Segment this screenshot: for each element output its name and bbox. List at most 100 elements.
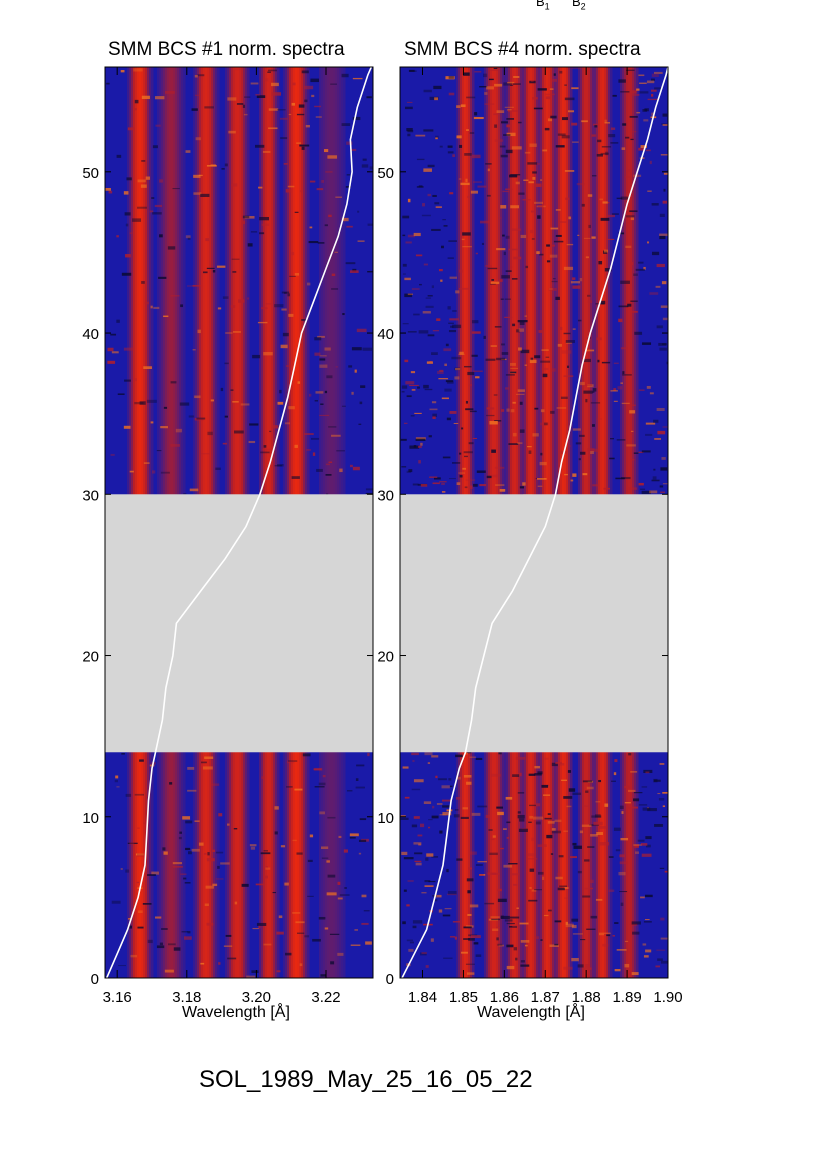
- noise-streak: [418, 185, 423, 188]
- noise-streak: [533, 107, 543, 110]
- y-tick-label: 40: [377, 326, 394, 343]
- noise-streak: [418, 460, 421, 464]
- noise-streak: [459, 269, 463, 273]
- noise-streak: [649, 392, 654, 395]
- noise-streak: [324, 149, 329, 153]
- noise-streak: [443, 225, 448, 227]
- noise-streak: [512, 401, 516, 404]
- noise-streak: [277, 464, 284, 467]
- noise-streak: [625, 245, 632, 249]
- noise-streak: [141, 160, 146, 162]
- noise-streak: [652, 476, 657, 480]
- y-tick-label: 0: [91, 971, 99, 988]
- noise-streak: [402, 215, 410, 219]
- noise-streak: [243, 113, 248, 116]
- noise-streak: [581, 805, 590, 807]
- noise-streak: [475, 252, 478, 255]
- noise-streak: [452, 921, 461, 923]
- noise-streak: [129, 842, 135, 845]
- noise-streak: [247, 243, 253, 247]
- data-gap-band: [105, 494, 373, 753]
- noise-streak: [450, 325, 454, 328]
- noise-streak: [527, 446, 532, 448]
- noise-streak: [638, 147, 645, 151]
- noise-streak: [539, 461, 547, 466]
- y-tick-label: 10: [377, 810, 394, 827]
- noise-streak: [539, 253, 544, 256]
- noise-streak: [604, 932, 611, 935]
- noise-streak: [465, 408, 474, 411]
- noise-streak: [418, 330, 429, 334]
- noise-streak: [545, 96, 551, 100]
- noise-streak: [279, 389, 282, 394]
- noise-streak: [339, 894, 350, 896]
- noise-streak: [630, 217, 634, 221]
- noise-streak: [465, 479, 476, 481]
- noise-streak: [325, 171, 333, 173]
- noise-streak: [192, 285, 202, 287]
- noise-streak: [561, 350, 572, 354]
- noise-streak: [207, 431, 213, 436]
- noise-streak: [356, 764, 365, 767]
- noise-streak: [409, 384, 419, 386]
- noise-streak: [547, 813, 551, 815]
- noise-streak: [604, 803, 609, 807]
- noise-streak: [409, 941, 414, 944]
- noise-streak: [344, 887, 347, 889]
- noise-streak: [644, 108, 649, 112]
- noise-streak: [423, 384, 429, 389]
- noise-streak: [603, 487, 611, 490]
- noise-streak: [506, 821, 511, 824]
- noise-streak: [529, 143, 537, 147]
- noise-streak: [630, 261, 634, 266]
- noise-streak: [403, 857, 414, 860]
- noise-streak: [116, 786, 120, 788]
- noise-streak: [659, 235, 666, 240]
- noise-streak: [662, 113, 668, 117]
- noise-streak: [601, 361, 611, 364]
- noise-streak: [303, 433, 314, 435]
- noise-streak: [594, 814, 601, 818]
- noise-streak: [617, 386, 623, 390]
- noise-streak: [433, 85, 442, 90]
- noise-streak: [464, 153, 472, 156]
- noise-streak: [510, 362, 516, 366]
- noise-streak: [289, 275, 296, 277]
- noise-streak: [423, 168, 432, 172]
- noise-streak: [406, 939, 413, 942]
- noise-streak: [600, 152, 609, 155]
- noise-streak: [633, 273, 638, 276]
- noise-streak: [479, 874, 484, 876]
- noise-streak: [446, 417, 451, 421]
- noise-streak: [577, 964, 584, 968]
- noise-streak: [272, 891, 277, 894]
- noise-streak: [240, 403, 250, 406]
- noise-streak: [257, 321, 268, 324]
- noise-streak: [537, 204, 544, 208]
- noise-streak: [544, 817, 552, 820]
- noise-streak: [486, 194, 491, 197]
- noise-streak: [520, 960, 525, 963]
- noise-streak: [402, 263, 407, 267]
- noise-streak: [194, 820, 200, 822]
- noise-streak: [596, 418, 602, 420]
- noise-streak: [352, 466, 360, 471]
- noise-streak: [416, 158, 425, 161]
- noise-streak: [654, 823, 663, 827]
- noise-streak: [465, 963, 475, 965]
- noise-streak: [413, 313, 420, 316]
- noise-streak: [357, 210, 360, 213]
- noise-streak: [572, 141, 579, 143]
- noise-streak: [621, 811, 624, 814]
- noise-streak: [529, 359, 537, 364]
- noise-streak: [438, 378, 449, 380]
- noise-streak: [594, 125, 598, 128]
- noise-streak: [326, 892, 337, 896]
- noise-streak: [527, 853, 536, 857]
- noise-streak: [453, 814, 460, 818]
- noise-streak: [448, 322, 454, 324]
- noise-streak: [507, 109, 512, 111]
- noise-streak: [660, 937, 668, 940]
- noise-streak: [467, 371, 475, 376]
- noise-streak: [346, 225, 353, 228]
